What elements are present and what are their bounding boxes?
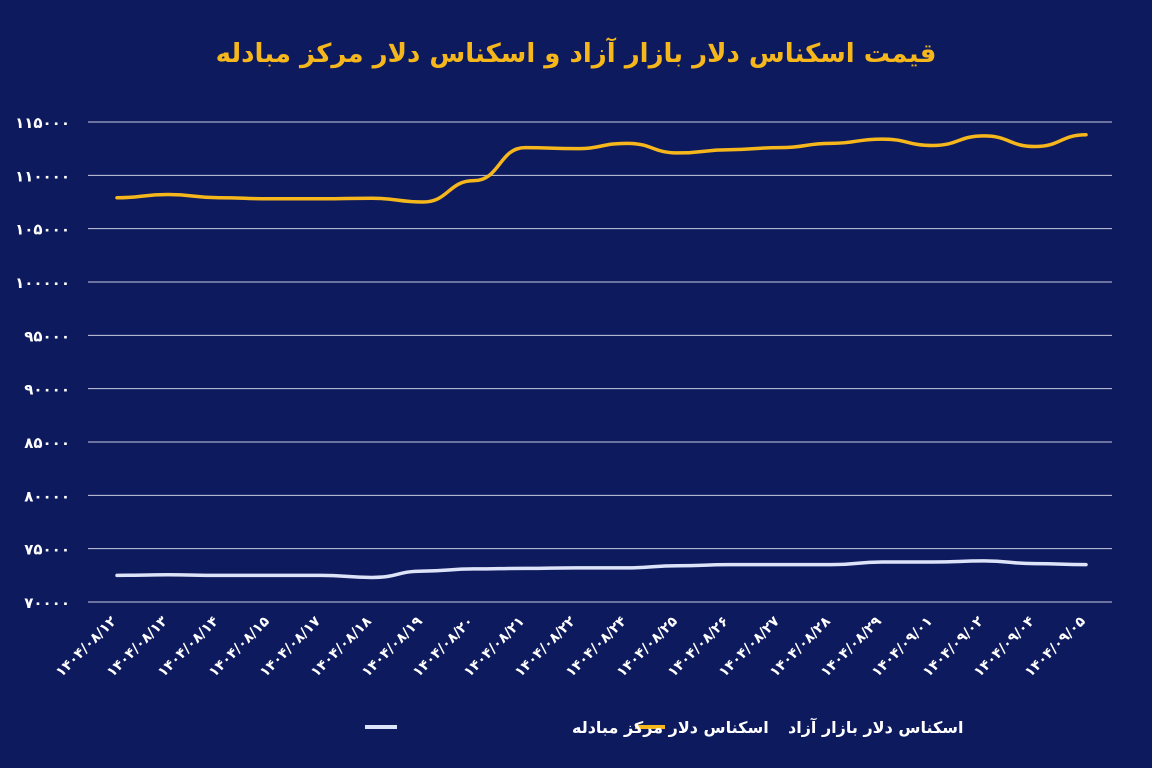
y-tick-label: ۸۵۰۰۰ [24,434,70,452]
series-line-free-market [115,133,1088,204]
y-tick-label: ۱۱۵۰۰۰ [15,114,70,132]
y-tick-label: ۷۵۰۰۰ [24,541,70,559]
y-tick-label: ۱۰۵۰۰۰ [15,221,70,239]
chart-title: قیمت اسکناس دلار بازار آزاد و اسکناس دلا… [216,37,937,69]
legend-item-exchange-center[interactable]: اسکناس دلار مرکز مبادله [365,718,769,737]
y-tick-label: ۱۰۰۰۰۰ [15,274,70,292]
x-axis-tick-labels: ۱۴۰۴/۰۸/۱۲۱۴۰۴/۰۸/۱۳۱۴۰۴/۰۸/۱۴۱۴۰۴/۰۸/۱۵… [53,613,1089,680]
legend-label-exchange-center: اسکناس دلار مرکز مبادله [572,718,769,737]
series-line-exchange-center [115,559,1088,580]
y-tick-label: ۹۰۰۰۰ [24,381,70,399]
y-axis-tick-labels: ۷۰۰۰۰ ۷۵۰۰۰ ۸۰۰۰۰ ۸۵۰۰۰ ۹۰۰۰۰ ۹۵۰۰۰ ۱۰۰۰۰۰ ۱۰۵۰… [15,114,70,612]
y-tick-label: ۷۰۰۰۰ [24,594,70,612]
legend-item-free-market[interactable]: اسکناس دلار بازار آزاد [635,717,964,737]
grid-lines [88,121,1112,603]
legend: اسکناس دلار بازار آزاد اسکناس دلار مرکز … [365,717,964,737]
series-lines [115,133,1088,580]
y-tick-label: ۸۰۰۰۰ [24,487,70,505]
y-tick-label: ۱۱۰۰۰۰ [15,167,70,185]
y-tick-label: ۹۵۰۰۰ [24,327,70,345]
legend-label-free-market: اسکناس دلار بازار آزاد [788,717,964,737]
